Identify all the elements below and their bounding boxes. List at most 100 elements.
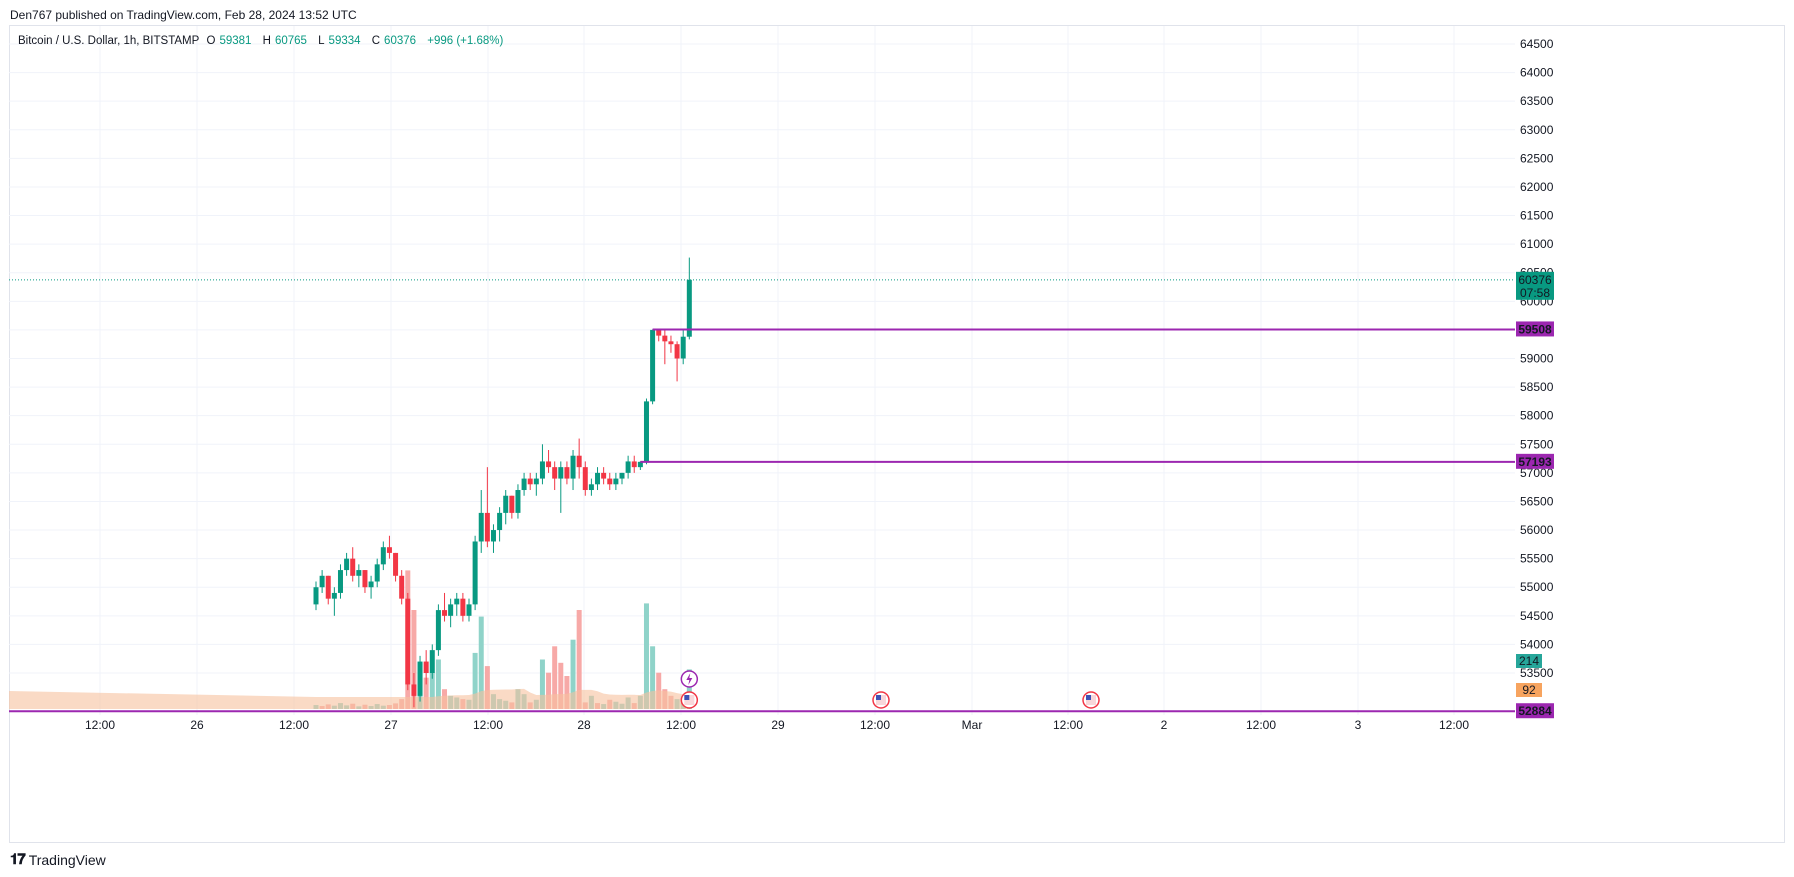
x-tick-label: 28: [577, 718, 591, 732]
candle-body: [386, 547, 392, 553]
candle-body: [350, 558, 356, 576]
x-tick-label: 12:00: [1053, 718, 1083, 732]
candle-body: [435, 610, 441, 651]
y-tick-label: 64500: [1520, 37, 1554, 51]
volume-bar: [570, 639, 576, 709]
y-tick-label: 55500: [1520, 552, 1554, 566]
x-tick-label: 12:00: [1439, 718, 1469, 732]
candle-body: [637, 461, 643, 468]
candle-body: [405, 598, 411, 685]
y-tick-label: 62500: [1520, 151, 1554, 165]
y-tick-label: 58500: [1520, 380, 1554, 394]
volume-bar: [650, 646, 656, 709]
candle-body: [680, 336, 686, 359]
candle-body: [454, 598, 460, 605]
level-price-label: 59508: [1518, 322, 1552, 336]
candle-body: [582, 467, 588, 491]
x-tick-label: 26: [190, 718, 204, 732]
candle-body: [466, 604, 472, 616]
candle-body: [588, 484, 594, 491]
level-price-badge: [1516, 703, 1554, 719]
candle-body: [564, 467, 570, 479]
level-price-label: 57193: [1518, 455, 1552, 469]
candle-body: [570, 455, 576, 479]
candle-body: [521, 478, 527, 491]
y-tick-label: 61000: [1520, 237, 1554, 251]
y-tick-label: 57000: [1520, 466, 1554, 480]
candle-body: [631, 461, 637, 468]
candle-body: [442, 610, 448, 616]
x-tick-label: 3: [1355, 718, 1362, 732]
level-price-label: 52884: [1518, 704, 1552, 718]
candle-body: [374, 564, 380, 582]
candle-body: [472, 541, 478, 605]
y-tick-label: 61500: [1520, 209, 1554, 223]
candle-body: [552, 467, 558, 479]
candle-body: [668, 341, 674, 345]
candle-body: [337, 570, 343, 593]
candle-body: [319, 575, 325, 588]
volume-badge-label: 92: [1522, 683, 1536, 697]
volume-bar: [539, 659, 545, 709]
candle-body: [448, 604, 454, 616]
y-tick-label: 56000: [1520, 523, 1554, 537]
x-tick-label: 12:00: [473, 718, 503, 732]
tradingview-logo-icon: 𝟏𝟕: [10, 851, 26, 868]
high-value: 60765: [274, 35, 307, 47]
candle-body: [325, 575, 331, 599]
candle-body: [643, 401, 649, 462]
x-tick-label: 12:00: [666, 718, 696, 732]
publish-info: Den767 published on TradingView.com, Feb…: [10, 8, 357, 22]
volume-bar: [484, 666, 490, 709]
footer-brand[interactable]: 𝟏𝟕 TradingView: [10, 851, 106, 868]
brand-name: TradingView: [28, 851, 106, 868]
y-tick-label: 56500: [1520, 494, 1554, 508]
candle-body: [393, 552, 399, 576]
candle-body: [484, 512, 490, 542]
candle-body: [497, 512, 503, 531]
candle-body: [576, 455, 582, 468]
x-tick-label: 29: [771, 718, 785, 732]
candle-body: [362, 570, 368, 588]
flag-canton: [684, 695, 690, 700]
volume-bar: [558, 662, 564, 709]
y-tick-label: 55000: [1520, 580, 1554, 594]
candle-body: [527, 478, 533, 485]
y-tick-label: 62000: [1520, 180, 1554, 194]
volume-bar: [435, 659, 441, 709]
y-tick-label: 64000: [1520, 66, 1554, 80]
volume-badge: [1516, 683, 1542, 697]
x-tick-label: 12:00: [860, 718, 890, 732]
high-label: H: [262, 35, 271, 47]
candle-body: [331, 592, 337, 599]
candle-body: [656, 329, 662, 336]
volume-badge: [1516, 654, 1542, 668]
candle-body: [478, 512, 484, 542]
symbol-legend: Bitcoin / U.S. Dollar, 1h, BITSTAMP O 593…: [18, 35, 507, 47]
low-value: 59334: [328, 35, 361, 47]
low-label: L: [318, 35, 325, 47]
candle-body: [607, 478, 613, 485]
y-tick-label: 59000: [1520, 352, 1554, 366]
x-tick-label: 12:00: [279, 718, 309, 732]
candle-body: [533, 478, 539, 485]
lightning-bolt-shape: [686, 673, 693, 685]
chart-frame[interactable]: [9, 25, 1785, 843]
candle-body: [411, 684, 417, 696]
candle-body: [344, 558, 350, 571]
candle-body: [429, 650, 435, 673]
volume-bar: [552, 646, 558, 709]
volume-bar: [643, 603, 649, 709]
y-tick-label: 57500: [1520, 437, 1554, 451]
candle-body: [662, 335, 668, 342]
candle-body: [546, 461, 552, 468]
volume-bar: [686, 669, 692, 709]
candle-body: [625, 461, 631, 473]
candle-body: [613, 478, 619, 485]
flag-canton: [1086, 695, 1091, 700]
level-price-badge: [1516, 321, 1554, 337]
open-value: 59381: [219, 35, 252, 47]
candle-body: [595, 472, 601, 485]
volume-bar: [546, 672, 552, 709]
